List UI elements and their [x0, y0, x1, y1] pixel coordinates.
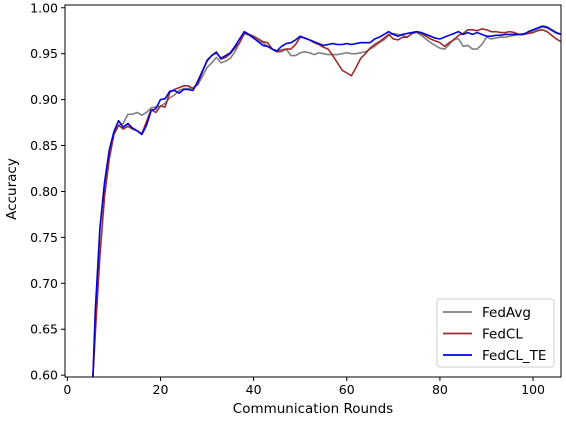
x-tick-label: 20	[153, 382, 169, 397]
x-tick-label: 40	[246, 382, 262, 397]
series-line-fedcl-te	[92, 25, 561, 377]
y-tick-label: 0.60	[30, 368, 58, 383]
legend-label: FedAvg	[482, 305, 531, 321]
x-tick-label: 100	[521, 382, 545, 397]
y-axis-ticks: 0.60 0.65 0.70 0.75 0.80 0.85 0.90 0.95 1.00	[30, 0, 65, 383]
x-tick-label: 60	[339, 382, 355, 397]
legend-label: FedCL	[482, 327, 523, 343]
legend-entries: FedAvg FedCL FedCL_TE	[443, 305, 546, 364]
x-tick-label: 80	[432, 382, 448, 397]
legend-label: FedCL_TE	[482, 348, 546, 364]
y-tick-label: 0.80	[30, 184, 58, 199]
legend: FedAvg FedCL FedCL_TE	[436, 298, 555, 368]
x-axis-label: Communication Rounds	[233, 401, 393, 417]
x-axis-ticks: 0 20 40 60 80 100	[63, 377, 545, 397]
series-layer	[92, 25, 561, 377]
y-tick-label: 1.00	[30, 0, 58, 15]
y-tick-label: 0.70	[30, 276, 58, 291]
y-tick-label: 0.95	[30, 46, 58, 61]
y-tick-label: 0.65	[30, 322, 58, 337]
y-tick-label: 0.75	[30, 230, 58, 245]
y-axis-label: Accuracy	[4, 158, 20, 220]
series-line-fedavg	[92, 26, 561, 377]
y-tick-label: 0.85	[30, 138, 58, 153]
x-tick-label: 0	[63, 382, 71, 397]
legend-box	[436, 298, 555, 368]
series-line-fedcl	[92, 28, 561, 377]
y-tick-label: 0.90	[30, 92, 58, 107]
